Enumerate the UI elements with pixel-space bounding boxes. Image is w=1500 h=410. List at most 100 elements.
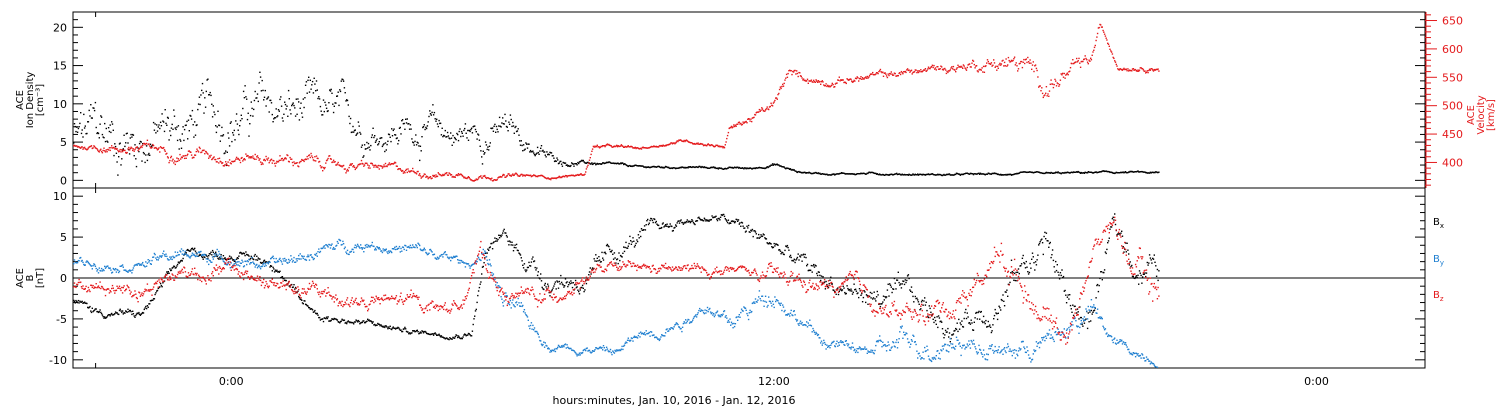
ion-density-series-point [953,174,955,176]
ion-density-series-point [973,173,975,175]
bx-series-point [179,261,181,263]
ion-density-series-point [940,174,942,176]
ion-density-series-point [740,167,742,169]
velocity-series-point [871,73,873,75]
velocity-series-point [1140,67,1142,69]
velocity-series-point [948,70,951,72]
bx-series-point [430,333,432,335]
by-series-point [287,258,290,261]
by-series-point [93,264,96,266]
ion-density-series-point [663,167,665,169]
bx-series-point [220,254,222,256]
velocity-series-point [76,146,79,148]
ion-density-series-point [704,166,706,169]
velocity-series-point [1120,68,1122,70]
bx-series-point [792,260,795,262]
ion-density-series-point [76,131,79,133]
bx-series-point [187,249,190,252]
ion-density-series-point [232,134,235,136]
ion-density-series-point [197,103,200,105]
ion-density-series-point [1000,174,1003,176]
bx-series-point [505,234,508,237]
bx-series-point [789,254,792,257]
bx-series-point [976,318,979,320]
ion-density-series-point [439,122,441,125]
velocity-series-point [621,145,623,147]
bx-series-point [329,320,331,322]
ion-density-series-point [382,144,384,146]
ion-density-series-point [944,174,946,176]
velocity-series-point [308,154,310,157]
ion-density-series-point [547,153,550,155]
ion-density-series-point [713,166,715,168]
velocity-series-point [732,126,734,128]
bx-series-point [387,326,390,328]
ion-density-series-point [254,90,256,93]
bx-series-point [560,274,562,277]
ion-density-series-point [775,163,778,166]
by-series-point [341,243,343,246]
velocity-series-point [360,159,363,162]
velocity-series-point [1008,59,1010,62]
bx-series-point [799,256,802,258]
bx-series-point [377,323,380,325]
bx-series-point [422,332,425,334]
ion-density-series-point [538,153,540,155]
ion-density-series-point [182,126,184,128]
velocity-series-point [1082,60,1084,63]
velocity-series-point [497,177,499,179]
by-series-point [131,272,133,274]
bx-series-point [993,318,995,320]
bx-series-point [146,305,149,307]
by-series-point [550,350,553,353]
ion-density-series-point [354,129,356,131]
bx-series-point [894,282,896,284]
bx-series-point [665,225,667,227]
by-series-point [381,250,383,252]
ion-density-series-point [335,102,337,104]
bx-series-point [1003,300,1005,302]
bx-series-point [276,269,278,271]
ion-density-series-point [877,173,879,176]
velocity-series-point [782,83,784,86]
bx-series-point [588,274,590,276]
ion-density-series-point [797,171,799,173]
ion-density-series-point [370,144,372,147]
bx-series-point [764,238,767,240]
ion-density-series-point [965,172,968,174]
by-series-point [328,243,330,246]
bx-series-point [918,303,920,305]
bx-series-point [882,301,884,303]
bx-series-point [799,255,801,257]
bx-series-point [942,332,944,335]
bx-series-point [1100,271,1103,273]
bx-series-point [664,224,667,226]
by-series-point [344,246,346,248]
velocity-series-point [654,145,656,148]
bx-series-point [899,283,902,285]
ion-density-series-point [480,150,482,152]
velocity-series-point [671,142,673,144]
ion-density-series-point [444,129,446,132]
bx-series-point [498,234,500,236]
velocity-series-point [193,156,195,159]
bx-series-point [116,312,118,314]
bx-series-point [350,321,353,324]
ion-density-series-point [215,125,217,127]
ion-density-series-point [551,155,553,157]
velocity-series-point [1069,67,1072,69]
velocity-series-point [858,80,860,82]
ion-density-series-point [1066,171,1069,173]
bx-series-point [1039,241,1041,243]
by-series-point [262,264,264,266]
ion-density-series-point [760,167,762,169]
by-series-point [453,255,455,258]
velocity-series-point [1118,69,1121,71]
by-series-point [342,243,345,245]
velocity-series-point [465,177,467,179]
velocity-series-point [134,148,136,151]
ion-density-series-point [363,144,366,146]
bx-series-point [827,285,829,287]
bx-series-point [516,249,519,251]
velocity-series-point [725,141,727,143]
